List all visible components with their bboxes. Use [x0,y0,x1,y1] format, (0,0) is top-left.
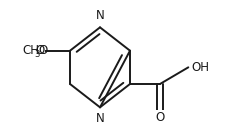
Text: N: N [95,112,104,125]
Text: OH: OH [191,61,209,74]
Text: O: O [155,111,164,124]
Text: N: N [95,9,104,22]
Text: CH: CH [22,44,39,57]
Text: 3: 3 [34,50,39,59]
Text: O: O [38,44,47,57]
Text: O: O [35,44,44,57]
